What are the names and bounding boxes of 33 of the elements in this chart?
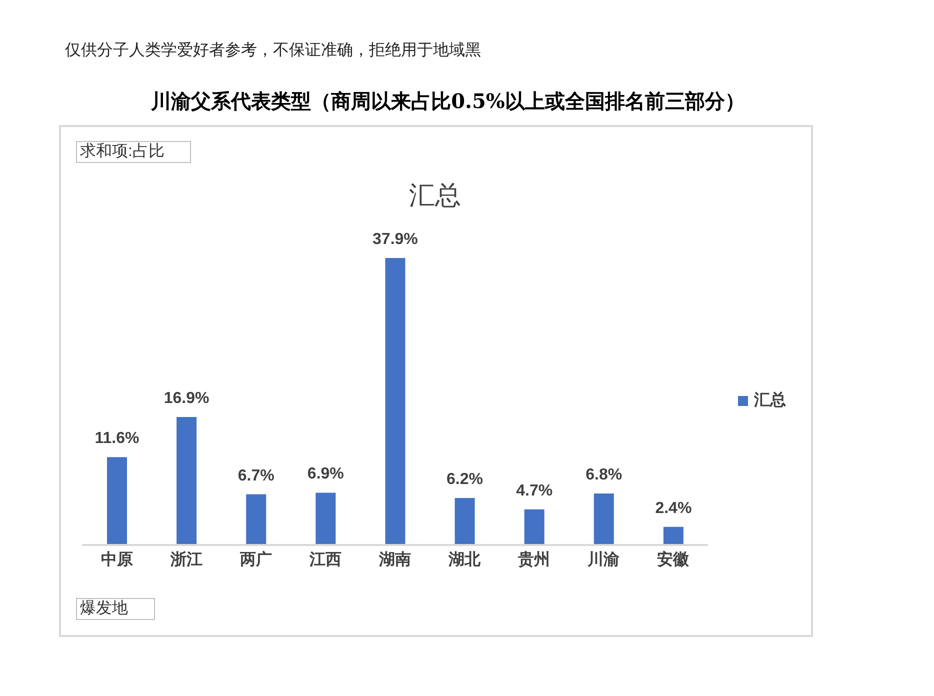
bar xyxy=(107,457,127,545)
data-label: 37.9% xyxy=(372,231,418,248)
bar xyxy=(246,494,266,545)
x-axis-title: 爆发地 xyxy=(76,598,155,620)
bar xyxy=(176,417,197,545)
data-label: 16.9% xyxy=(164,390,210,408)
data-label: 6.9% xyxy=(307,466,344,483)
x-tick-label: 川渝 xyxy=(586,549,621,568)
x-tick-label: 两广 xyxy=(238,549,272,568)
x-tick-label: 湖北 xyxy=(448,549,482,568)
legend-label: 汇总 xyxy=(753,390,786,411)
data-label: 2.4% xyxy=(655,500,692,517)
bar xyxy=(385,258,406,545)
bar xyxy=(663,526,684,545)
x-tick-label: 湖南 xyxy=(378,549,411,568)
data-label: 6.7% xyxy=(238,467,274,484)
data-label: 6.8% xyxy=(586,466,622,484)
x-tick-label: 江西 xyxy=(308,549,342,568)
bar xyxy=(316,492,336,545)
data-label: 6.2% xyxy=(446,471,484,488)
bar xyxy=(454,498,475,545)
text: 求和项:占比 xyxy=(76,141,192,163)
data-label: 4.7% xyxy=(516,482,553,500)
chart-title: 川渝父系代表类型（商周以来占比0.5%以上或全国排名前三部分） xyxy=(150,88,746,115)
bar xyxy=(594,494,614,545)
x-tick-label: 中原 xyxy=(100,549,133,568)
x-tick-label: 浙江 xyxy=(169,549,202,568)
bar xyxy=(524,509,544,545)
text: 仅供分子人类学爱好者参考，不保证准确，拒绝用于地域黑 xyxy=(65,40,481,61)
data-label: 11.6% xyxy=(94,430,140,448)
x-tick-label: 安徽 xyxy=(657,549,690,568)
chart-subtitle: 汇总 xyxy=(408,180,462,213)
x-tick-label: 贵州 xyxy=(517,549,550,568)
